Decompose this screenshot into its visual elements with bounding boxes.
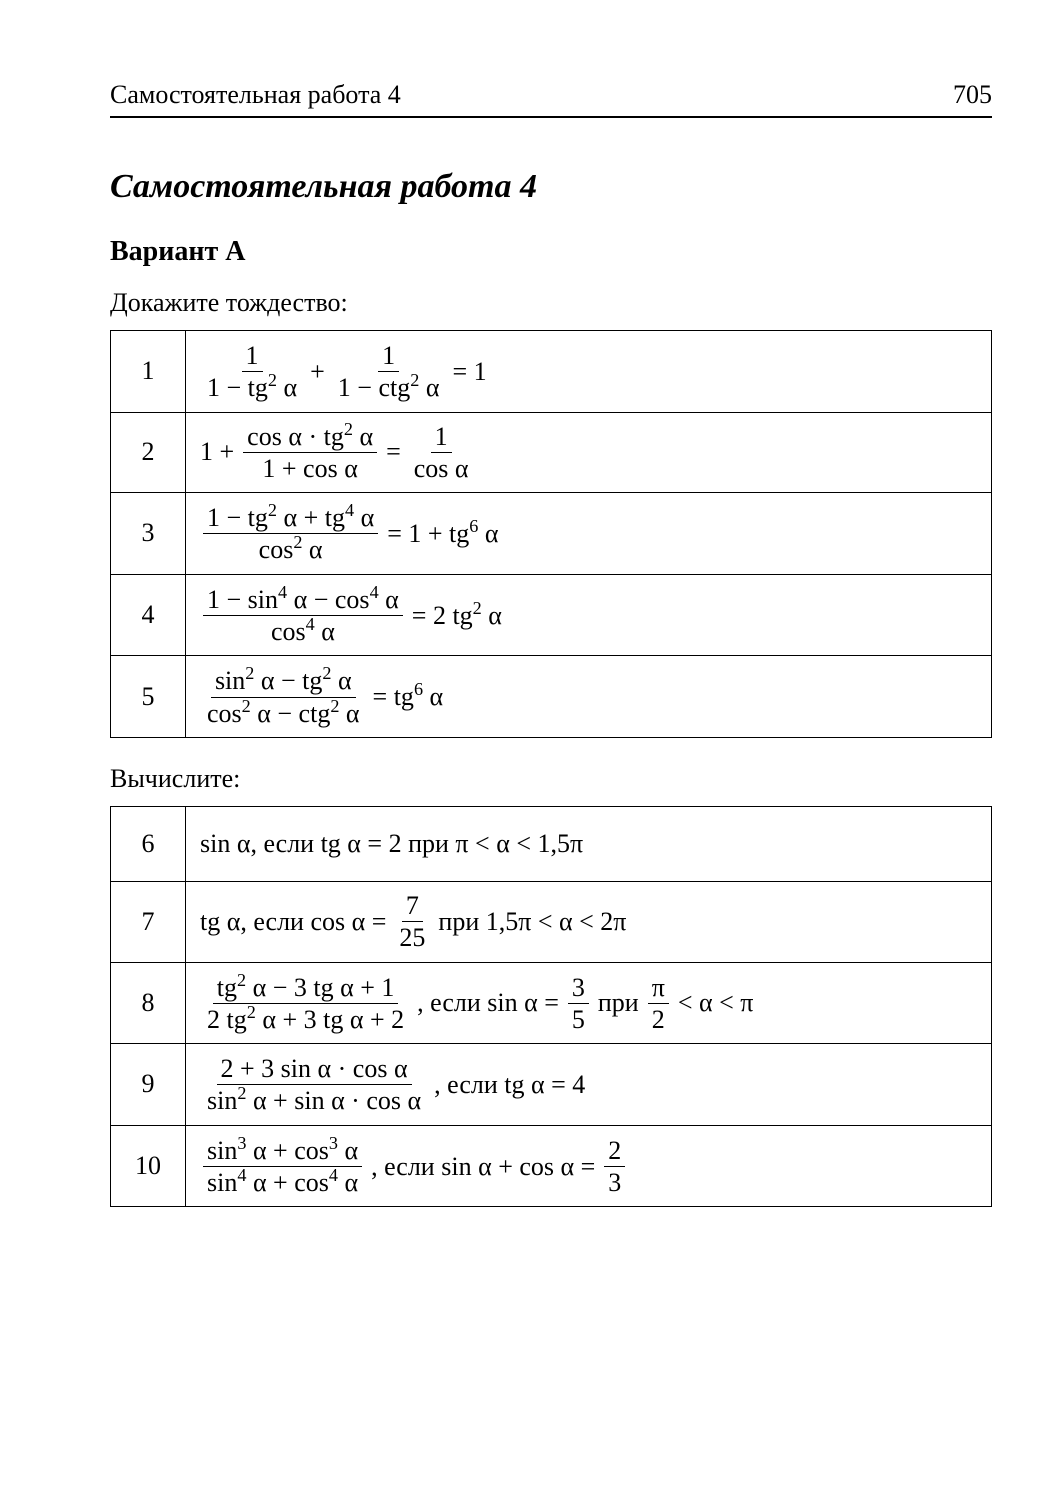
- instruction-prove: Докажите тождество:: [110, 288, 992, 318]
- problem-expression: sin3 α + cos3 α sin4 α + cos4 α , если s…: [186, 1125, 992, 1207]
- table-compute: 6 sin α, если tg α = 2 при π < α < 1,5π …: [110, 806, 992, 1207]
- problem-expression: 1 + cos α · tg2 α 1 + cos α = 1 cos α: [186, 412, 992, 493]
- problem-expression: 1 − tg2 α + tg4 α cos2 α = 1 + tg6 α: [186, 493, 992, 575]
- instruction-compute: Вычислите:: [110, 764, 992, 794]
- page-number: 705: [953, 80, 992, 110]
- problem-number: 6: [111, 806, 186, 881]
- problem-number: 8: [111, 962, 186, 1044]
- problem-number: 7: [111, 881, 186, 962]
- table-identities: 1 1 1 − tg2 α + 1 1 − ctg2 α = 1: [110, 330, 992, 738]
- table-row: 6 sin α, если tg α = 2 при π < α < 1,5π: [111, 806, 992, 881]
- problem-number: 10: [111, 1125, 186, 1207]
- running-title: Самостоятельная работа 4: [110, 80, 401, 110]
- table-row: 8 tg2 α − 3 tg α + 1 2 tg2 α + 3 tg α + …: [111, 962, 992, 1044]
- problem-expression: 1 1 − tg2 α + 1 1 − ctg2 α = 1: [186, 331, 992, 413]
- problem-expression: sin α, если tg α = 2 при π < α < 1,5π: [186, 806, 992, 881]
- table-row: 5 sin2 α − tg2 α cos2 α − ctg2 α = tg6 α: [111, 656, 992, 738]
- problem-expression: sin2 α − tg2 α cos2 α − ctg2 α = tg6 α: [186, 656, 992, 738]
- section-title: Самостоятельная работа 4: [110, 168, 992, 206]
- table-row: 7 tg α, если cos α = 7 25 при 1,5π < α <…: [111, 881, 992, 962]
- problem-number: 1: [111, 331, 186, 413]
- problem-expression: tg α, если cos α = 7 25 при 1,5π < α < 2…: [186, 881, 992, 962]
- problem-expression: tg2 α − 3 tg α + 1 2 tg2 α + 3 tg α + 2 …: [186, 962, 992, 1044]
- table-row: 9 2 + 3 sin α · cos α sin2 α + sin α · c…: [111, 1044, 992, 1126]
- table-row: 4 1 − sin4 α − cos4 α cos4 α = 2 tg2 α: [111, 574, 992, 656]
- table-row: 3 1 − tg2 α + tg4 α cos2 α = 1 + tg6 α: [111, 493, 992, 575]
- table-row: 2 1 + cos α · tg2 α 1 + cos α = 1 cos α: [111, 412, 992, 493]
- problem-expression: 1 − sin4 α − cos4 α cos4 α = 2 tg2 α: [186, 574, 992, 656]
- page: Самостоятельная работа 4 705 Самостоятел…: [0, 0, 1062, 1500]
- problem-number: 4: [111, 574, 186, 656]
- table-row: 1 1 1 − tg2 α + 1 1 − ctg2 α = 1: [111, 331, 992, 413]
- problem-number: 2: [111, 412, 186, 493]
- variant-label: Вариант А: [110, 236, 992, 268]
- problem-number: 5: [111, 656, 186, 738]
- problem-expression: 2 + 3 sin α · cos α sin2 α + sin α · cos…: [186, 1044, 992, 1126]
- table-row: 10 sin3 α + cos3 α sin4 α + cos4 α , есл…: [111, 1125, 992, 1207]
- running-header: Самостоятельная работа 4 705: [110, 80, 992, 118]
- problem-number: 9: [111, 1044, 186, 1126]
- problem-number: 3: [111, 493, 186, 575]
